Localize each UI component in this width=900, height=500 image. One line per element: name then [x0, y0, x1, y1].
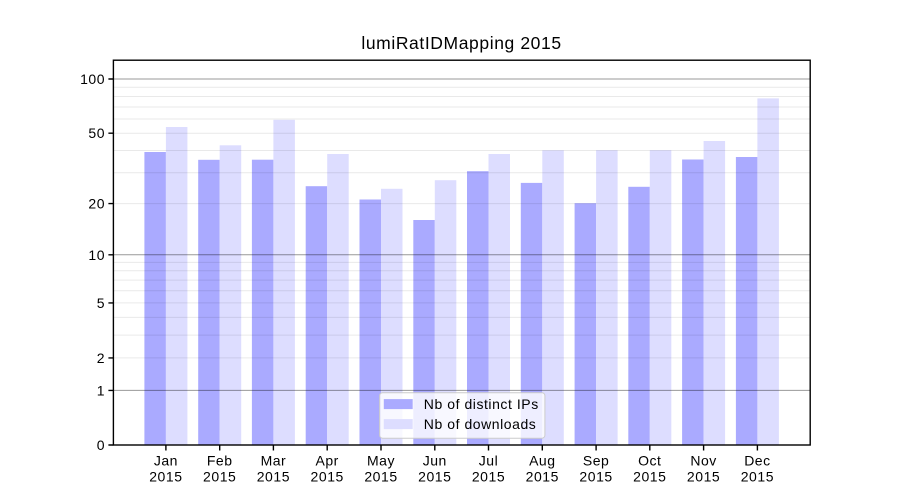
svg-text:1: 1 — [97, 382, 105, 398]
svg-text:Sep: Sep — [583, 453, 609, 469]
svg-text:Feb: Feb — [207, 453, 233, 469]
svg-text:0: 0 — [97, 437, 105, 453]
svg-text:2015: 2015 — [472, 468, 505, 484]
svg-text:2015: 2015 — [364, 468, 397, 484]
svg-text:2015: 2015 — [418, 468, 451, 484]
svg-text:Oct: Oct — [638, 453, 661, 469]
svg-text:2015: 2015 — [149, 468, 182, 484]
svg-text:2015: 2015 — [579, 468, 612, 484]
svg-text:2015: 2015 — [257, 468, 290, 484]
svg-text:Jun: Jun — [423, 453, 447, 469]
svg-text:Jan: Jan — [154, 453, 178, 469]
svg-text:Jul: Jul — [479, 453, 498, 469]
svg-text:Aug: Aug — [529, 453, 555, 469]
svg-text:Nb of downloads: Nb of downloads — [424, 416, 537, 432]
svg-text:Nov: Nov — [690, 453, 716, 469]
svg-text:2015: 2015 — [203, 468, 236, 484]
svg-text:50: 50 — [88, 125, 105, 141]
svg-text:2015: 2015 — [741, 468, 774, 484]
svg-text:2015: 2015 — [633, 468, 666, 484]
svg-text:2: 2 — [97, 350, 105, 366]
svg-text:2015: 2015 — [526, 468, 559, 484]
svg-text:5: 5 — [97, 295, 105, 311]
svg-text:Nb of distinct IPs: Nb of distinct IPs — [424, 396, 539, 412]
svg-text:20: 20 — [88, 196, 105, 212]
svg-text:2015: 2015 — [311, 468, 344, 484]
svg-text:Mar: Mar — [261, 453, 287, 469]
svg-text:Dec: Dec — [744, 453, 770, 469]
svg-text:lumiRatIDMapping 2015: lumiRatIDMapping 2015 — [361, 33, 561, 53]
svg-text:2015: 2015 — [687, 468, 720, 484]
svg-text:10: 10 — [88, 247, 105, 263]
svg-text:Apr: Apr — [316, 453, 339, 469]
svg-text:May: May — [367, 453, 395, 469]
svg-text:100: 100 — [80, 71, 105, 87]
